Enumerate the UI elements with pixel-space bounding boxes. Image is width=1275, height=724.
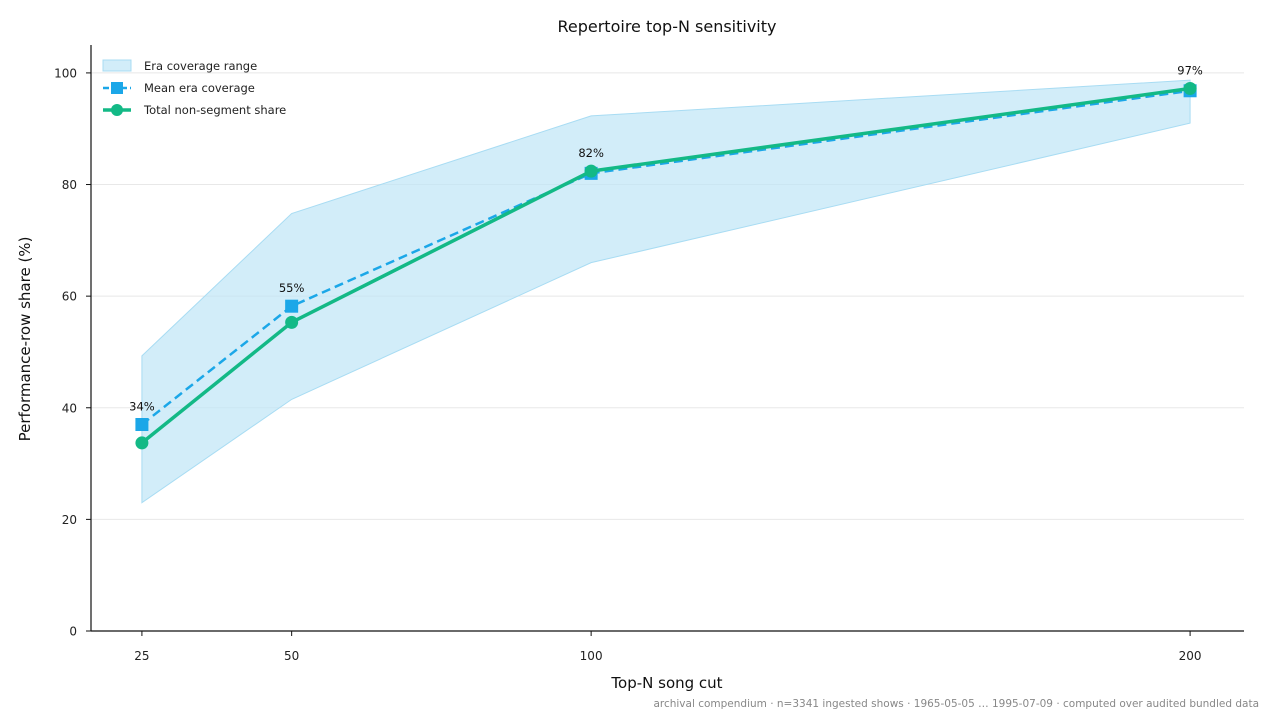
data-label: 55%: [279, 281, 305, 295]
legend-swatch-marker-1: [111, 82, 123, 94]
data-label: 34%: [129, 400, 155, 414]
ticks: 25 50 100 200 0 20 40 60 80 100: [54, 66, 1201, 663]
series-marker-2: [1183, 82, 1197, 96]
x-tick-label: 100: [580, 649, 603, 663]
series-line-2: [140, 86, 1191, 445]
coverage-band: [141, 79, 1191, 504]
footnote: archival compendium · n=3341 ingested sh…: [653, 698, 1259, 710]
x-tick-label: 25: [134, 649, 149, 663]
series-marker-1: [135, 418, 149, 432]
series-line-1: [141, 89, 1191, 426]
axes: [90, 45, 1244, 632]
chart-title: Repertoire top-N sensitivity: [557, 17, 776, 36]
y-axis-title: Performance-row share (%): [16, 237, 34, 442]
series-marker-2: [285, 315, 299, 329]
legend-label-2: Total non-segment share: [143, 103, 286, 117]
series-marker-2: [584, 164, 598, 178]
y-tick-label: 40: [62, 401, 77, 415]
y-tick-label: 60: [62, 290, 77, 304]
data-label: 82%: [578, 146, 604, 160]
legend-swatch-marker-2: [111, 104, 123, 116]
legend: Era coverage range Mean era coverage Total…: [102, 59, 286, 117]
y-tick-label: 0: [69, 625, 77, 639]
data-labels: 34% 55% 82% 97%: [129, 64, 1203, 414]
band-layer: [141, 79, 1191, 504]
legend-label-band: Era coverage range: [144, 59, 257, 73]
x-tick-label: 50: [284, 649, 299, 663]
series-marker-1: [285, 299, 299, 313]
legend-label-1: Mean era coverage: [144, 81, 255, 95]
x-axis-title: Top-N song cut: [610, 674, 722, 692]
y-tick-label: 20: [62, 513, 77, 527]
data-label: 97%: [1177, 64, 1203, 78]
y-tick-label: 80: [62, 178, 77, 192]
series-layer: [135, 82, 1197, 450]
legend-swatch-band: [102, 59, 132, 72]
y-tick-label: 100: [54, 66, 77, 80]
x-tick-label: 200: [1179, 649, 1202, 663]
series-marker-2: [135, 436, 149, 450]
